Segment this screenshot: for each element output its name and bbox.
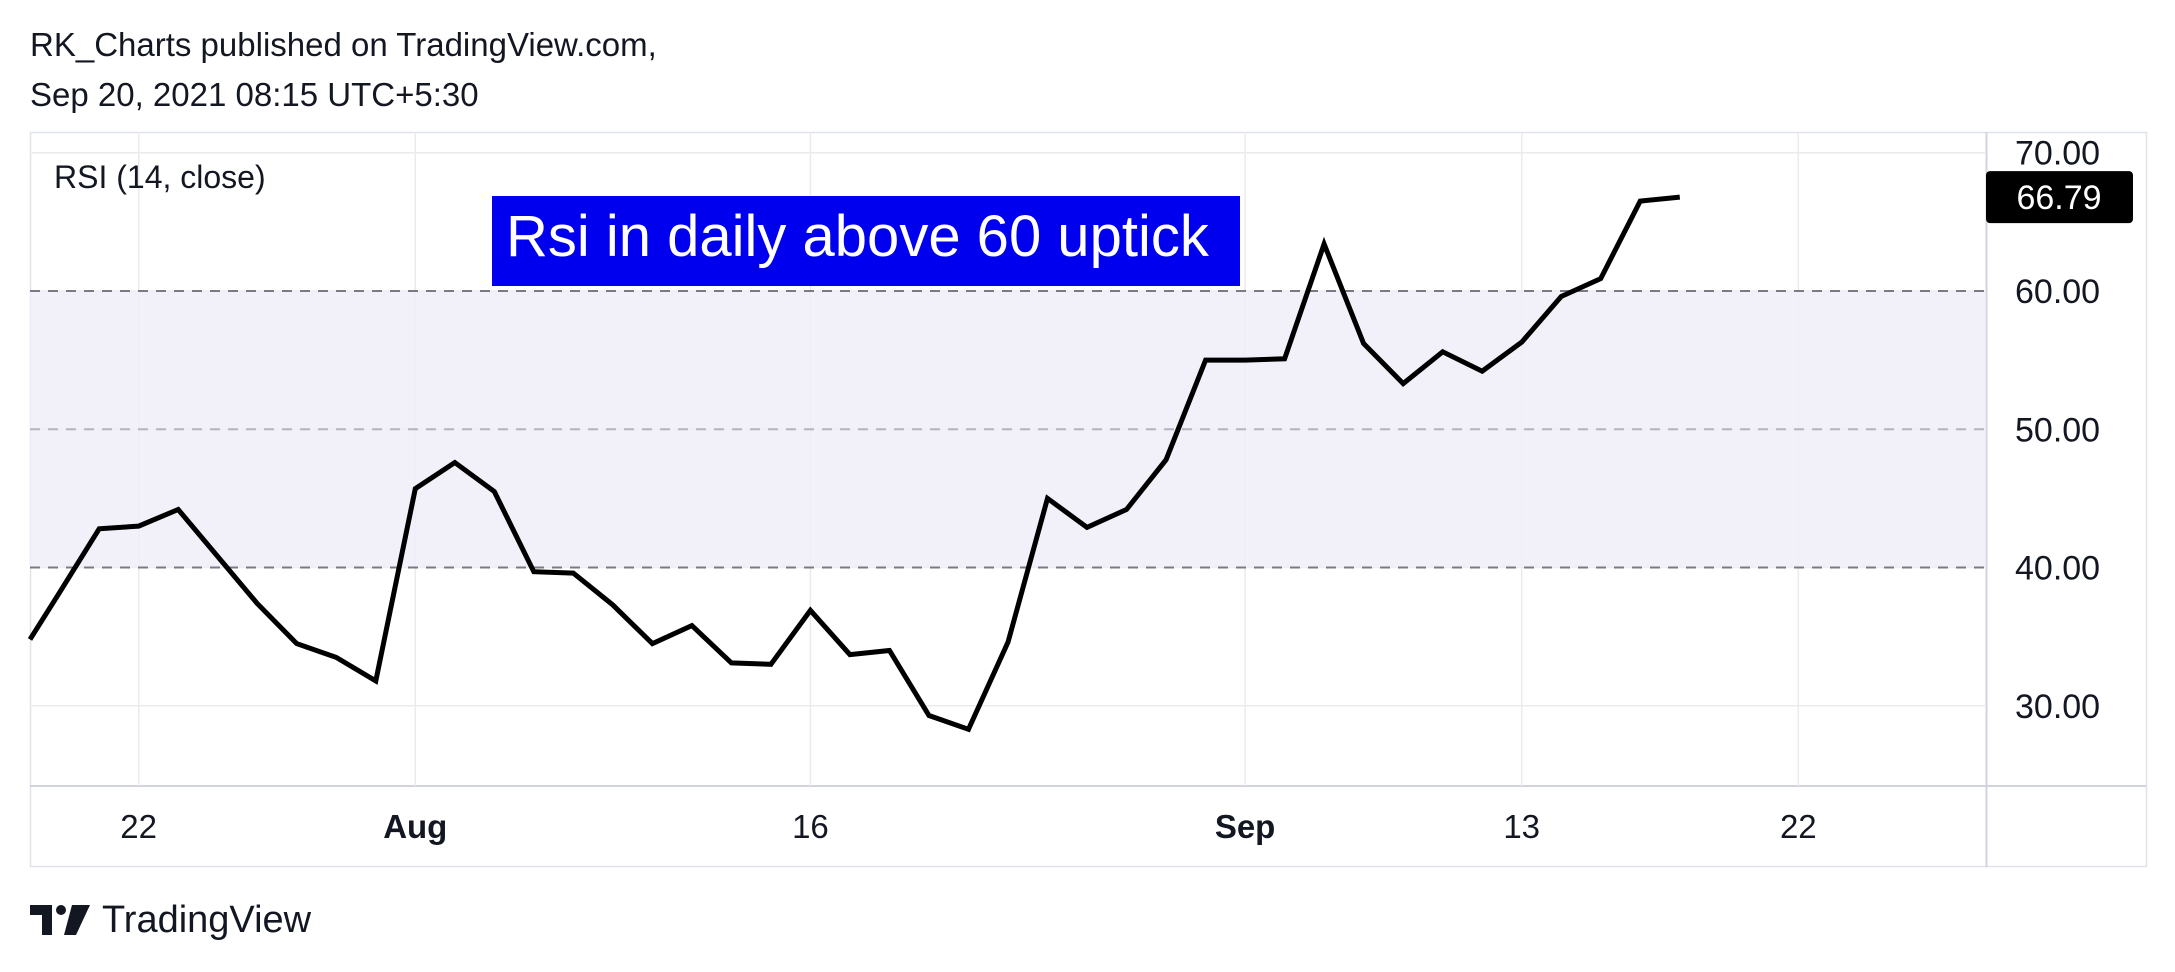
- publisher-line: RK_Charts published on TradingView.com,: [30, 26, 657, 63]
- last-value-label: 66.79: [2016, 179, 2101, 217]
- y-tick-label: 40.00: [2015, 550, 2100, 588]
- x-tick-label: 22: [120, 808, 157, 845]
- annotation-box: [492, 196, 1240, 286]
- footer: TradingView: [30, 898, 311, 942]
- tradingview-logo-icon: [30, 905, 90, 935]
- x-tick-label: 13: [1503, 808, 1540, 845]
- tradingview-brand: TradingView: [102, 898, 312, 941]
- y-tick-label: 70.00: [2015, 135, 2100, 173]
- y-axis: 70.00 60.00 50.00 40.00 30.00: [2015, 135, 2100, 726]
- line-layer: [27, 194, 1681, 733]
- rsi-line: [27, 194, 1681, 733]
- indicator-title: RSI (14, close): [54, 159, 266, 195]
- annotation-text: Rsi in daily above 60 uptick: [506, 204, 1210, 269]
- publish-header: RK_Charts published on TradingView.com, …: [30, 20, 657, 120]
- x-tick-label: Aug: [383, 808, 447, 845]
- publish-date: Sep 20, 2021 08:15 UTC+5:30: [30, 76, 479, 113]
- x-tick-label: Sep: [1215, 808, 1276, 845]
- band-layer: [30, 290, 1986, 569]
- x-tick-label: 22: [1780, 808, 1817, 845]
- y-tick-label: 30.00: [2015, 688, 2100, 726]
- y-tick-label: 60.00: [2015, 273, 2100, 311]
- x-tick-label: 16: [792, 808, 829, 845]
- y-tick-label: 50.00: [2015, 411, 2100, 449]
- last-value-badge: [1986, 171, 2133, 224]
- last-value-marker: 66.79: [1986, 171, 2133, 224]
- x-axis: 22 Aug 16 Sep 13 22: [120, 808, 1816, 845]
